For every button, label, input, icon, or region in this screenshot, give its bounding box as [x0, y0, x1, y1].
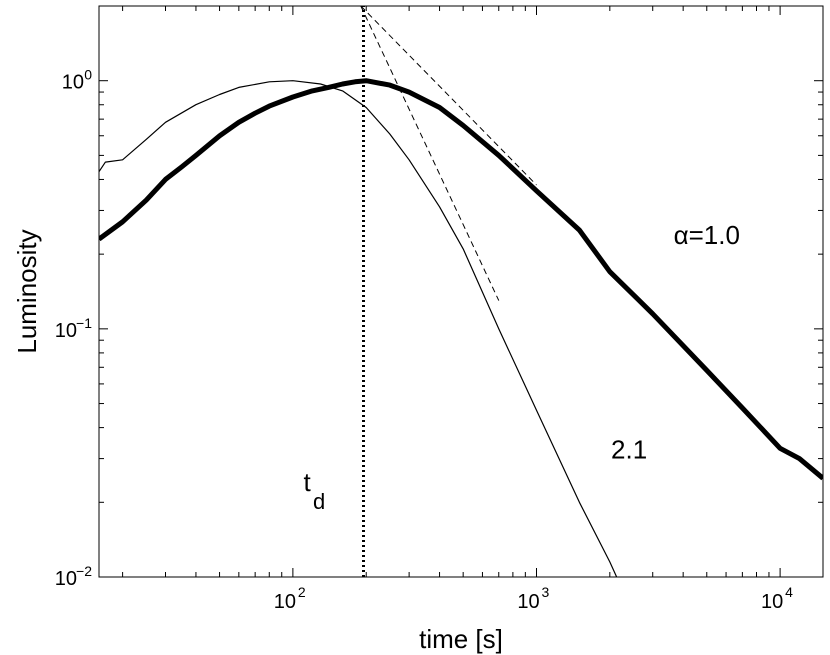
y-tick-label-exponent: 0: [84, 67, 92, 83]
y-tick-label: 10: [62, 72, 84, 94]
series-line-thin-solid-1: [99, 80, 618, 577]
plot-area: [99, 6, 823, 577]
x-tick-label-exponent: 4: [785, 584, 793, 600]
annotation-td-main: t: [304, 467, 312, 497]
y-tick-label-exponent: −2: [76, 563, 92, 579]
annotation-td-subscript: d: [313, 489, 325, 514]
x-tick-label-exponent: 3: [541, 584, 549, 600]
axis-ticks: [99, 5, 823, 578]
x-axis-label: time [s]: [419, 624, 503, 654]
x-tick-label-exponent: 2: [298, 584, 306, 600]
series-line-dashed-2: [360, 6, 537, 186]
x-tick-label: 10: [517, 591, 539, 613]
x-tick-label: 10: [274, 591, 296, 613]
y-tick-label-exponent: −1: [76, 315, 92, 331]
annotation-label: α=1.0: [674, 220, 740, 250]
y-tick-label: 10: [55, 320, 77, 342]
annotations: α=1.0 2.1 td: [304, 220, 740, 514]
y-axis-label: Luminosity: [12, 229, 42, 353]
annotation-label: 2.1: [611, 435, 647, 465]
y-tick-label: 10: [55, 568, 77, 590]
plot-frame: [98, 5, 824, 578]
series-line-thick-solid-0: [99, 78, 823, 481]
x-tick-label: 10: [761, 591, 783, 613]
series-line-dashed-3: [360, 6, 500, 301]
